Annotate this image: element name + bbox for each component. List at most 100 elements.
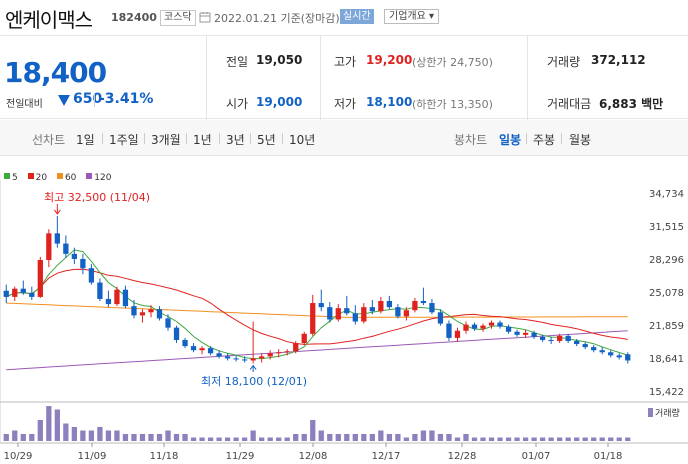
candle-body bbox=[190, 346, 197, 351]
volume-bar bbox=[63, 423, 69, 441]
legend-ma120: 120 bbox=[86, 173, 111, 183]
x-tick-label: 11/09 bbox=[78, 451, 107, 462]
candle-body bbox=[522, 332, 529, 335]
volume-bar bbox=[522, 437, 529, 441]
tab-3m[interactable]: 3개월 bbox=[151, 133, 181, 147]
divider bbox=[526, 133, 527, 144]
prev-close-value: 19,050 bbox=[256, 53, 303, 67]
candlestick-chart[interactable]: 34,734 31,515 28,296 25,078 21,859 18,641 15,4… bbox=[0, 170, 688, 464]
tab-10y[interactable]: 10년 bbox=[289, 133, 316, 147]
candle-body bbox=[599, 350, 605, 353]
candle-body bbox=[12, 288, 18, 297]
candle-body bbox=[395, 307, 401, 317]
candle-body bbox=[71, 253, 78, 259]
volume-bar bbox=[12, 430, 18, 441]
volume-bar bbox=[556, 437, 563, 441]
candle-body bbox=[207, 348, 214, 354]
candle-body bbox=[293, 343, 299, 352]
volume-bar bbox=[241, 437, 248, 441]
candle-body bbox=[165, 318, 171, 328]
volume-bar bbox=[156, 434, 163, 441]
candle-body bbox=[361, 307, 367, 322]
candle-body bbox=[284, 351, 290, 353]
legend-ma5: 5 bbox=[4, 173, 18, 183]
candle-body bbox=[463, 324, 469, 331]
volume-bar bbox=[199, 437, 205, 441]
candle-body bbox=[548, 339, 554, 341]
divider bbox=[144, 133, 145, 144]
volume-bar bbox=[173, 434, 180, 441]
volume-bar bbox=[284, 437, 290, 441]
volume-bar bbox=[318, 430, 324, 441]
volume-bar bbox=[514, 437, 520, 441]
candle-body bbox=[156, 309, 163, 319]
volume-bar bbox=[497, 437, 503, 441]
candle-body bbox=[318, 303, 324, 308]
stock-header: 엔케이맥스 182400 코스닥 2022.01.21 기준(장마감) 실시간 … bbox=[0, 0, 688, 34]
base-date: 2022.01.21 기준(장마감) bbox=[214, 12, 340, 25]
tab-line-chart[interactable]: 선차트 bbox=[32, 133, 66, 147]
tab-candle-chart[interactable]: 봉차트 bbox=[454, 133, 488, 147]
open-value: 19,000 bbox=[256, 95, 303, 109]
tab-3y[interactable]: 3년 bbox=[226, 133, 245, 147]
realtime-button[interactable]: 실시간 bbox=[340, 9, 374, 24]
volume-bar bbox=[565, 437, 571, 441]
volume-bar bbox=[71, 427, 78, 441]
tab-5y[interactable]: 5년 bbox=[257, 133, 276, 147]
tab-1d[interactable]: 1일 bbox=[76, 133, 95, 147]
amount-value: 6,883 백만 bbox=[599, 97, 664, 111]
divider bbox=[527, 36, 528, 120]
volume-bar bbox=[46, 406, 52, 441]
candle-body bbox=[539, 336, 546, 340]
candle-body bbox=[386, 301, 393, 308]
volume-bar bbox=[395, 434, 401, 441]
volume-bar bbox=[608, 437, 614, 441]
divider bbox=[102, 133, 103, 144]
volume-bar bbox=[378, 430, 384, 441]
candle-body bbox=[335, 308, 341, 320]
y-tick-label: 28,296 bbox=[649, 255, 684, 266]
stock-code: 182400 bbox=[111, 11, 157, 24]
volume-bar bbox=[599, 437, 605, 441]
volume-bar bbox=[54, 409, 60, 441]
volume-bar bbox=[446, 434, 452, 441]
company-overview-button[interactable]: 기업개요 ▾ bbox=[384, 9, 439, 24]
upper-limit: (상한가 24,750) bbox=[412, 56, 493, 69]
volume-bar bbox=[3, 434, 9, 441]
volume-bar bbox=[420, 430, 427, 441]
tab-weekly[interactable]: 주봉 bbox=[533, 133, 556, 147]
candle-body bbox=[199, 348, 205, 351]
volume-bar bbox=[352, 434, 358, 441]
tab-monthly[interactable]: 월봉 bbox=[569, 133, 592, 147]
candle-body bbox=[233, 358, 239, 360]
x-tick-label: 11/29 bbox=[226, 451, 255, 462]
volume-bar bbox=[250, 430, 256, 441]
candle-body bbox=[471, 324, 478, 329]
candle-body bbox=[446, 323, 452, 338]
high-label: 고가 bbox=[334, 55, 357, 69]
volume-bar bbox=[216, 437, 222, 441]
low-annotation: 최저 18,100 (12/01) bbox=[201, 375, 308, 388]
tab-daily[interactable]: 일봉 bbox=[499, 133, 522, 147]
candle-body bbox=[259, 356, 265, 359]
volume-bar bbox=[165, 430, 171, 441]
candle-body bbox=[173, 327, 180, 340]
volume-bar bbox=[207, 437, 214, 441]
x-tick-label: 10/29 bbox=[4, 451, 33, 462]
candle-body bbox=[182, 339, 188, 347]
candle-body bbox=[591, 347, 597, 351]
candle-body bbox=[608, 352, 614, 356]
volume-bar bbox=[539, 437, 546, 441]
divider bbox=[219, 133, 220, 144]
ma20-line bbox=[6, 268, 628, 345]
y-tick-label: 18,641 bbox=[649, 354, 684, 365]
volume-bar bbox=[301, 434, 307, 441]
high-arrowhead-icon bbox=[53, 209, 61, 215]
candle-body bbox=[556, 335, 563, 341]
tab-1w[interactable]: 1주일 bbox=[109, 133, 139, 147]
candle-body bbox=[454, 330, 461, 338]
volume-bar bbox=[190, 437, 197, 441]
volume-bar bbox=[310, 420, 316, 441]
volume-bar bbox=[122, 434, 129, 441]
tab-1y[interactable]: 1년 bbox=[193, 133, 212, 147]
